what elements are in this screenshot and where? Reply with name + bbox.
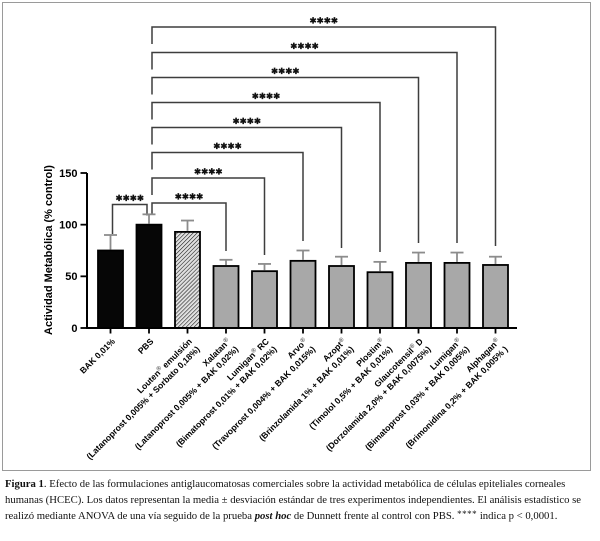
significance-stars: ✱✱✱✱ xyxy=(252,91,281,101)
significance-stars: ✱✱✱✱ xyxy=(233,116,262,126)
bar-group xyxy=(405,251,432,329)
bar xyxy=(289,259,317,329)
significance-bracket xyxy=(151,126,343,248)
bar-group xyxy=(135,213,163,329)
bar-group xyxy=(366,260,394,329)
significance-bracket xyxy=(151,26,497,246)
bar-group xyxy=(482,255,509,329)
significance-bracket xyxy=(151,177,266,255)
bar-group xyxy=(97,234,124,329)
significance-bracket xyxy=(151,101,381,252)
bar-group xyxy=(251,263,278,329)
bar-group xyxy=(212,258,240,329)
bar-group xyxy=(289,249,317,329)
figure-caption-italic: post hoc xyxy=(254,510,292,523)
significance-bracket xyxy=(111,203,148,234)
bar xyxy=(366,271,394,329)
y-tick-label: 50 xyxy=(65,271,77,283)
significance-stars: ✱✱✱✱ xyxy=(194,167,223,177)
significance-bracket xyxy=(151,51,458,243)
significance-bracket xyxy=(151,151,304,241)
bar xyxy=(212,265,240,329)
figure-caption-text-3: indica p < 0,0001. xyxy=(477,510,558,523)
significance-stars: ✱✱✱✱ xyxy=(271,66,300,76)
bar xyxy=(135,223,163,329)
figure-caption-text-2: de Dunnett frente al control con PBS. xyxy=(291,510,458,523)
figure-caption-stars: **** xyxy=(457,509,478,520)
significance-bracket xyxy=(151,202,227,251)
y-tick-label: 100 xyxy=(59,219,77,231)
bar xyxy=(443,261,471,329)
significance-stars: ✱✱✱✱ xyxy=(116,193,145,203)
figure-box: ✱✱✱✱ ✱✱✱✱ ✱✱✱✱ ✱✱✱✱ ✱✱✱✱ ✱✱✱✱ ✱✱✱✱ ✱✱✱✱ ✱✱✱✱ 0 50 1… xyxy=(2,2,591,471)
bar xyxy=(251,270,278,329)
figure-caption: Figura 1. Efecto de las formulaciones an… xyxy=(5,477,597,525)
y-tick-label: 0 xyxy=(71,323,77,335)
significance-stars: ✱✱✱✱ xyxy=(175,192,204,202)
x-category-label: PBS xyxy=(136,336,156,356)
significance-stars: ✱✱✱✱ xyxy=(290,41,319,51)
bar-group xyxy=(328,255,355,329)
y-axis-title: Actividad Metabólica (% control) xyxy=(43,165,55,335)
significance-stars: ✱✱✱✱ xyxy=(213,141,242,151)
y-tick-label: 150 xyxy=(59,168,77,180)
bar-chart: ✱✱✱✱ ✱✱✱✱ ✱✱✱✱ ✱✱✱✱ ✱✱✱✱ ✱✱✱✱ ✱✱✱✱ ✱✱✱✱ ✱✱✱✱ 0 50 1… xyxy=(43,16,517,461)
bar xyxy=(482,264,509,329)
bar xyxy=(174,230,201,329)
figure-caption-text-1: . Efecto de las formulaciones antiglauco… xyxy=(5,478,581,523)
bar xyxy=(97,249,124,329)
bar-group xyxy=(443,251,471,329)
significance-bracket xyxy=(151,76,420,243)
x-category-label: BAK 0,01% xyxy=(78,336,117,375)
figure-caption-label: Figura 1 xyxy=(5,478,44,490)
bar-group xyxy=(174,219,201,329)
significance-stars: ✱✱✱✱ xyxy=(310,16,339,26)
bar xyxy=(328,265,355,329)
bar xyxy=(405,261,432,329)
